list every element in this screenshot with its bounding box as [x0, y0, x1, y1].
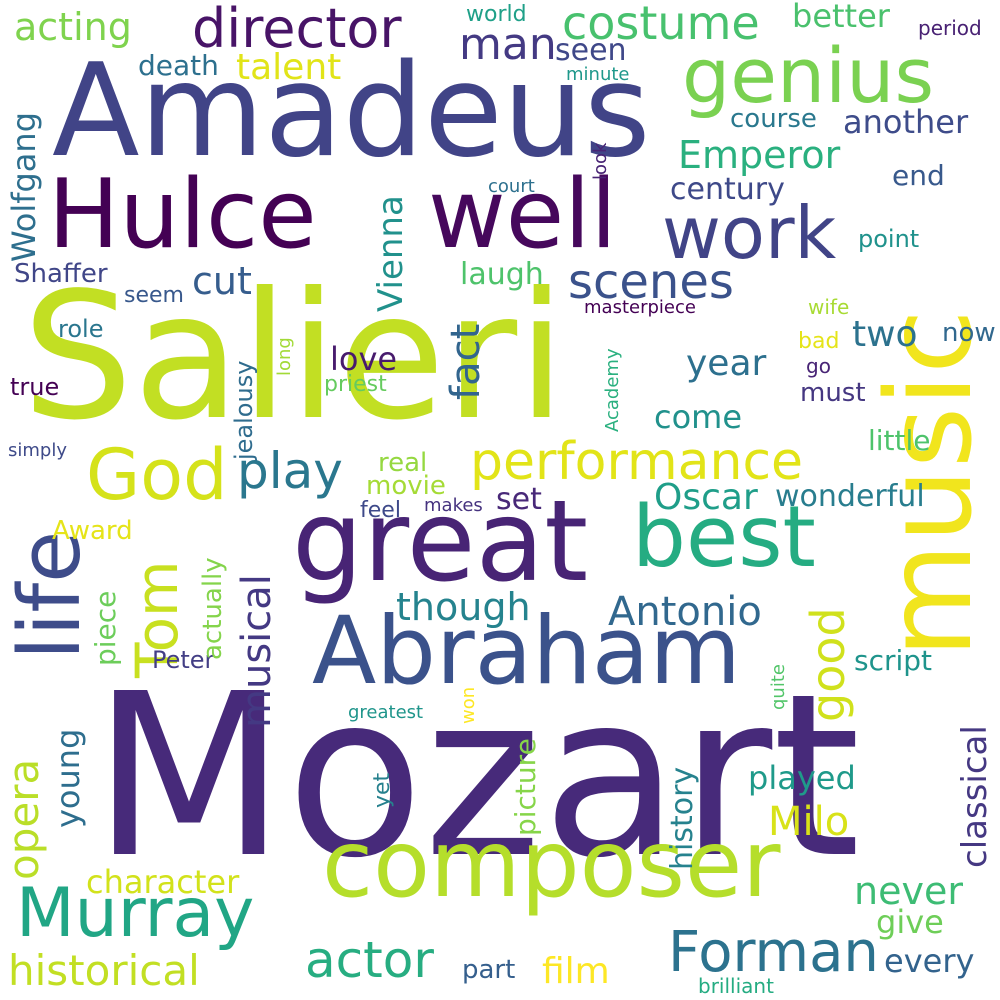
word-seen: seen	[555, 33, 627, 68]
word-course: course	[730, 104, 817, 134]
word-work: work	[662, 191, 837, 275]
word-life: life	[1, 530, 100, 660]
word-amadeus: Amadeus	[52, 37, 651, 186]
word-peter: Peter	[152, 646, 215, 674]
word-fact: fact	[443, 323, 489, 400]
word-come: come	[654, 398, 743, 436]
word-god: God	[86, 434, 228, 516]
word-world: world	[466, 2, 527, 27]
word-little: little	[868, 424, 931, 457]
word-love: love	[330, 340, 398, 378]
word-good: good	[801, 607, 855, 722]
word-won: won	[458, 686, 479, 724]
word-well: well	[428, 160, 617, 270]
word-though: though	[396, 585, 531, 629]
word-go: go	[806, 354, 831, 378]
word-antonio: Antonio	[608, 589, 762, 635]
word-murray: Murray	[16, 874, 255, 953]
word-century: century	[670, 172, 785, 207]
word-end: end	[892, 159, 945, 192]
word-must: must	[800, 378, 866, 408]
word-script: script	[854, 644, 933, 677]
word-young: young	[49, 728, 87, 828]
word-scenes: scenes	[568, 254, 734, 310]
word-piece: piece	[89, 590, 122, 666]
word-classical: classical	[955, 725, 995, 868]
word-history: history	[665, 766, 700, 870]
word-another: another	[843, 103, 969, 141]
word-academy: Academy	[602, 348, 623, 432]
word-yet: yet	[370, 772, 395, 808]
word-brilliant: brilliant	[698, 974, 774, 998]
word-priest: priest	[324, 372, 387, 397]
word-costume: costume	[562, 0, 760, 50]
word-greatest: greatest	[348, 702, 424, 723]
word-laugh: laugh	[460, 257, 544, 292]
word-composer: composer	[322, 810, 781, 918]
word-role: role	[58, 315, 104, 343]
word-talent: talent	[236, 47, 342, 88]
word-bad: bad	[798, 329, 840, 354]
word-mozart: Mozart	[92, 646, 861, 908]
word-wonderful: wonderful	[775, 479, 925, 514]
word-look: look	[590, 142, 611, 180]
word-part: part	[462, 955, 516, 985]
word-performance: performance	[470, 432, 804, 492]
word-play: play	[237, 442, 343, 500]
word-set: set	[496, 482, 542, 517]
word-musical: musical	[234, 574, 280, 728]
word-award: Award	[52, 516, 133, 546]
word-never: never	[854, 869, 963, 913]
word-quite: quite	[768, 664, 789, 710]
word-simply: simply	[8, 440, 67, 461]
word-great: great	[292, 477, 589, 607]
word-acting: acting	[14, 5, 132, 49]
word-minute: minute	[566, 64, 630, 85]
word-every: every	[884, 942, 975, 980]
word-actually: actually	[198, 557, 228, 660]
word-cut: cut	[192, 259, 252, 303]
word-abraham: Abraham	[312, 597, 741, 706]
word-forman: Forman	[668, 920, 879, 985]
word-actor: actor	[305, 931, 434, 989]
word-year: year	[686, 343, 767, 384]
word-point: point	[858, 225, 920, 253]
word-seem: seem	[124, 283, 184, 308]
word-oscar: Oscar	[654, 477, 758, 518]
word-court: court	[488, 176, 535, 197]
word-now: now	[942, 318, 996, 348]
word-played: played	[748, 759, 856, 797]
word-two: two	[852, 314, 918, 355]
word-give: give	[876, 903, 944, 941]
word-movie: movie	[366, 471, 446, 501]
word-emperor: Emperor	[678, 133, 841, 177]
word-long: long	[274, 337, 295, 376]
word-vienna: Vienna	[371, 195, 411, 312]
word-film: film	[542, 951, 610, 992]
word-shaffer: Shaffer	[14, 259, 108, 289]
word-true: true	[10, 373, 60, 401]
word-period: period	[918, 16, 982, 40]
word-feel: feel	[360, 498, 401, 523]
word-milo: Milo	[768, 799, 850, 845]
word-jealousy: jealousy	[230, 360, 258, 460]
word-best: best	[632, 488, 816, 587]
word-hulce: Hulce	[48, 160, 317, 270]
word-historical: historical	[8, 946, 200, 995]
word-wolfgang: Wolfgang	[5, 111, 43, 262]
word-wife: wife	[808, 295, 850, 319]
word-picture: picture	[509, 738, 542, 836]
word-makes: makes	[424, 495, 483, 516]
word-real: real	[378, 448, 428, 478]
word-death: death	[138, 49, 219, 82]
word-salieri: Salieri	[22, 256, 566, 459]
word-masterpiece: masterpiece	[584, 297, 696, 318]
word-man: man	[459, 19, 557, 70]
word-better: better	[792, 0, 890, 35]
word-director: director	[192, 0, 402, 60]
word-opera: opera	[0, 758, 48, 880]
word-genius: genius	[682, 31, 935, 120]
word-character: character	[86, 863, 240, 901]
